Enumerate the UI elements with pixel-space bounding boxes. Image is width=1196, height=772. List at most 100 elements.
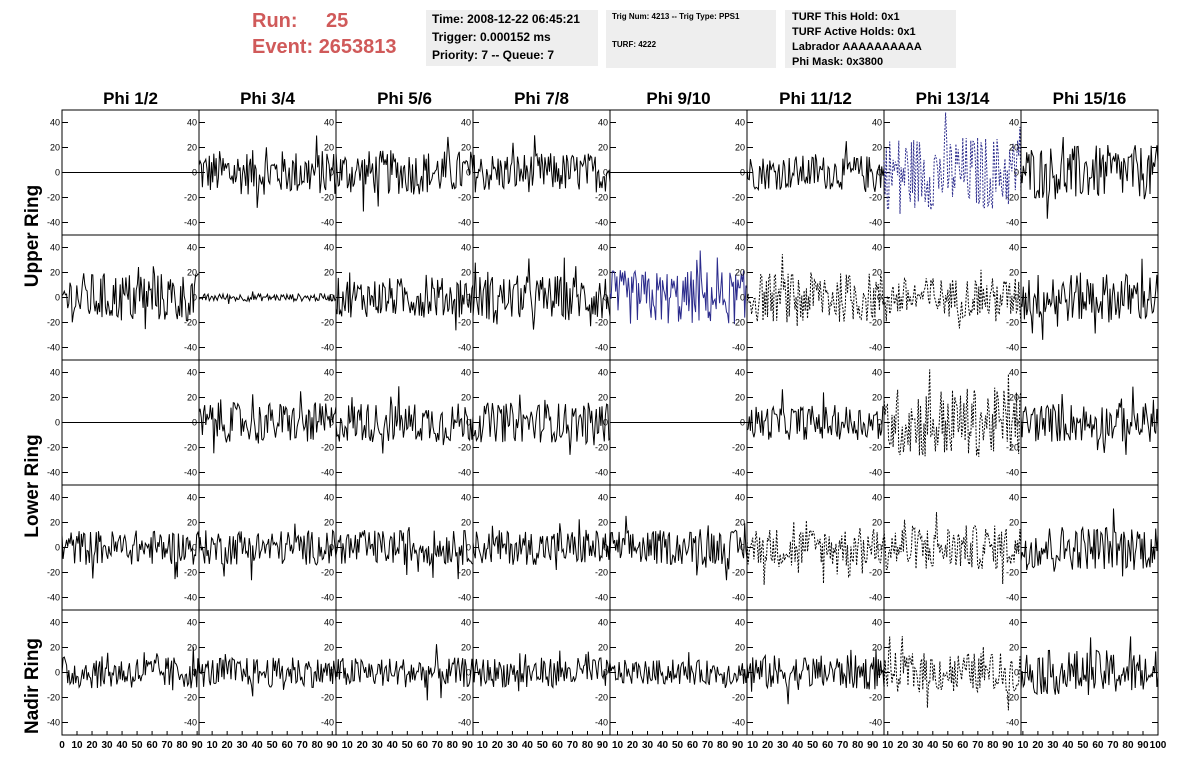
y-tick-label: -40: [869, 718, 882, 728]
trigger-text: Trigger: 0.000152 ms: [432, 30, 551, 44]
y-tick-label: 20: [1009, 268, 1019, 278]
x-tick-label: 70: [162, 740, 174, 751]
y-tick-label: 20: [1009, 518, 1019, 528]
y-tick-label: 20: [461, 643, 471, 653]
y-tick-label: -20: [869, 443, 882, 453]
y-tick-label: -40: [595, 593, 608, 603]
y-tick-label: -40: [869, 343, 882, 353]
y-tick-label: 0: [1014, 168, 1019, 178]
y-tick-label: -20: [732, 318, 745, 328]
y-tick-label: -20: [458, 318, 471, 328]
panel-frame-r2-c4: [472, 234, 611, 361]
y-tick-label: -20: [869, 568, 882, 578]
phi-mask-text: Phi Mask: 0x3800: [792, 56, 884, 68]
x-tick-label: 90: [1137, 740, 1149, 751]
y-tick-label: -20: [1006, 568, 1019, 578]
y-tick-label: -20: [184, 443, 197, 453]
y-tick-label: -40: [47, 343, 60, 353]
y-tick-label: 20: [50, 393, 60, 403]
y-tick-label: 20: [735, 393, 745, 403]
panel-frame-r4-c7: [883, 484, 1022, 611]
x-tick-label: 10: [71, 740, 83, 751]
y-tick-label: 0: [1014, 668, 1019, 678]
y-tick-label: 20: [872, 393, 882, 403]
column-header-7: Phi 13/14: [916, 89, 990, 108]
y-tick-label: -40: [47, 593, 60, 603]
waveform-r4-c6: [746, 520, 885, 585]
y-tick-label: 0: [466, 418, 471, 428]
y-tick-label: 20: [461, 268, 471, 278]
x-tick-label: 60: [687, 740, 699, 751]
x-tick-label: 50: [132, 740, 144, 751]
y-tick-label: -20: [732, 568, 745, 578]
y-tick-label: 40: [1009, 118, 1019, 128]
y-tick-label: -20: [869, 693, 882, 703]
waveform-r1-c6: [746, 141, 885, 193]
x-tick-label: 90: [192, 740, 204, 751]
x-tick-label: 40: [1062, 740, 1074, 751]
y-tick-label: -20: [869, 318, 882, 328]
x-tick-label: 50: [1077, 740, 1089, 751]
y-tick-label: 40: [598, 493, 608, 503]
y-tick-label: -40: [458, 218, 471, 228]
x-tick-label: 40: [387, 740, 399, 751]
x-tick-label: 60: [822, 740, 834, 751]
y-tick-label: 40: [461, 118, 471, 128]
y-tick-label: 20: [1009, 393, 1019, 403]
y-tick-label: 20: [461, 143, 471, 153]
y-tick-label: 20: [735, 143, 745, 153]
x-tick-label: 70: [837, 740, 849, 751]
x-tick-label: 70: [1107, 740, 1119, 751]
y-tick-label: 40: [461, 618, 471, 628]
y-tick-label: -40: [184, 593, 197, 603]
waveform-r1-c3: [335, 136, 474, 212]
x-tick-label: 70: [972, 740, 984, 751]
x-tick-label: 30: [912, 740, 924, 751]
y-tick-label: 20: [50, 643, 60, 653]
x-tick-label: 10: [612, 740, 624, 751]
y-tick-label: 0: [55, 418, 60, 428]
y-tick-label: -40: [732, 218, 745, 228]
y-tick-label: 20: [461, 393, 471, 403]
y-tick-label: 20: [872, 518, 882, 528]
x-tick-label: 80: [177, 740, 189, 751]
y-tick-label: 0: [55, 543, 60, 553]
waveform-r3-c4: [472, 394, 611, 455]
y-tick-label: 40: [461, 493, 471, 503]
y-tick-label: 40: [735, 618, 745, 628]
y-tick-label: -40: [47, 468, 60, 478]
y-tick-label: -20: [184, 568, 197, 578]
y-tick-label: 0: [603, 168, 608, 178]
y-tick-label: 0: [329, 543, 334, 553]
y-tick-label: 40: [187, 118, 197, 128]
y-tick-label: 20: [735, 518, 745, 528]
waveform-r2-c1: [61, 266, 200, 330]
y-tick-label: -20: [184, 693, 197, 703]
y-tick-label: 40: [324, 618, 334, 628]
y-tick-label: 0: [877, 418, 882, 428]
panel-frame-r5-c4: [472, 609, 611, 736]
y-tick-label: -20: [1006, 193, 1019, 203]
y-tick-label: 40: [872, 368, 882, 378]
panel-frame-r1-c4: [472, 109, 611, 236]
y-tick-label: 40: [461, 368, 471, 378]
y-tick-label: 40: [324, 493, 334, 503]
x-tick-label: 90: [327, 740, 339, 751]
y-tick-label: -20: [595, 193, 608, 203]
column-header-3: Phi 5/6: [377, 89, 432, 108]
x-tick-label: 80: [717, 740, 729, 751]
y-tick-label: 40: [50, 493, 60, 503]
y-tick-label: 40: [187, 618, 197, 628]
y-tick-label: -40: [1006, 218, 1019, 228]
y-tick-label: 0: [192, 668, 197, 678]
y-tick-label: -40: [732, 718, 745, 728]
x-tick-label: 30: [101, 740, 113, 751]
y-tick-label: 20: [50, 268, 60, 278]
x-tick-label: 60: [282, 740, 294, 751]
y-tick-label: -40: [1006, 718, 1019, 728]
y-tick-label: -40: [595, 718, 608, 728]
y-tick-label: -40: [732, 343, 745, 353]
y-tick-label: -40: [1006, 593, 1019, 603]
y-tick-label: 40: [598, 368, 608, 378]
y-tick-label: 20: [735, 643, 745, 653]
